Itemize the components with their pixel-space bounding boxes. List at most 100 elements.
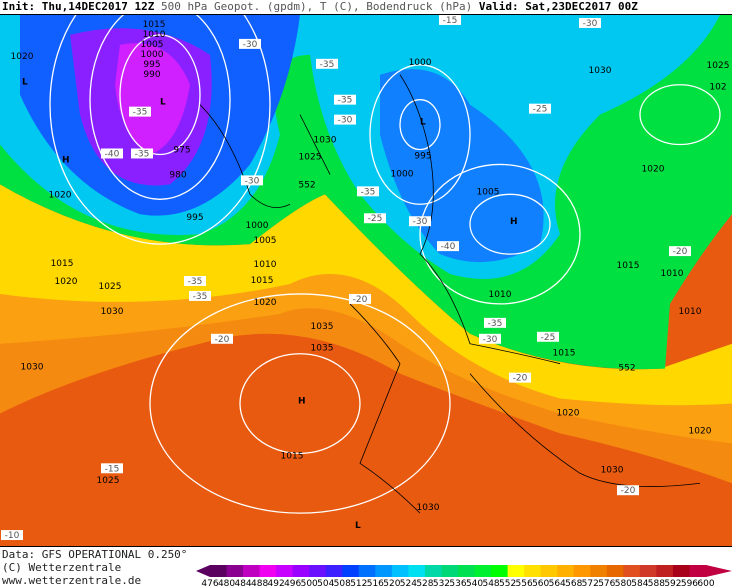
legend-tick: 580 (615, 579, 632, 587)
weather-map: LLLHHHL101510101005100099599097598099510… (0, 14, 732, 547)
temperature-label: -30 (245, 176, 260, 186)
isobar-label: 1000 (141, 50, 164, 60)
temperature-label: -20 (513, 374, 528, 384)
legend-tick: 516 (367, 579, 384, 587)
legend-swatch (458, 565, 476, 577)
legend-swatch (573, 565, 591, 577)
legend-swatch (557, 565, 575, 577)
pressure-center-label: H (298, 397, 306, 407)
legend-arrow-right (706, 565, 732, 577)
pressure-center-label: L (22, 78, 28, 88)
isobar-label: 990 (143, 70, 160, 80)
legend-swatch (441, 565, 459, 577)
legend-tick: 492 (268, 579, 285, 587)
temperature-label-box (101, 463, 123, 474)
legend-swatch (243, 565, 261, 577)
temperature-label-box (437, 241, 459, 252)
isobar-label: 1025 (99, 282, 122, 292)
legend-tick: 560 (532, 579, 549, 587)
isobar-label: 1020 (49, 190, 72, 200)
temperature-label: -30 (583, 19, 598, 29)
legend-tick: 596 (681, 579, 698, 587)
temperature-label: -15 (443, 16, 458, 26)
legend-tick: 576 (598, 579, 615, 587)
temperature-label-box (184, 276, 206, 286)
temperature-label-box (131, 148, 153, 159)
isobar-label: 1000 (409, 58, 432, 68)
legend-tick: 496 (284, 579, 301, 587)
temperature-label-box (364, 213, 386, 224)
temperature-label: -35 (133, 108, 148, 118)
legend-tick: 588 (648, 579, 665, 587)
temperature-label-box (439, 15, 461, 25)
isobar-label: 980 (169, 170, 186, 180)
isobar-label: 1030 (601, 465, 624, 475)
legend-swatch (358, 565, 376, 577)
init-value: Thu,14DEC2017 12Z (41, 0, 155, 13)
legend-tick: 488 (251, 579, 268, 587)
temperature-label: -20 (621, 486, 636, 496)
legend-swatch (259, 565, 277, 577)
isobar-label: 1025 (299, 152, 322, 162)
temperature-label-box (316, 58, 338, 69)
legend-tick: 508 (334, 579, 351, 587)
temperature-label: -35 (320, 60, 335, 70)
temperature-label: -35 (193, 292, 208, 302)
isobar-label: 1035 (311, 322, 334, 332)
isobar-label: 1015 (553, 349, 576, 359)
map-labels: LLLHHHL101510101005100099599097598099510… (1, 15, 729, 541)
legend-swatch (226, 565, 244, 577)
temperature-label-box (334, 114, 356, 125)
legend-swatch (342, 565, 360, 577)
legend-tick: 480 (218, 579, 235, 587)
temperature-label: -30 (483, 335, 498, 345)
legend-tick: 536 (449, 579, 466, 587)
temperature-label: -25 (533, 105, 548, 115)
legend-swatch (656, 565, 674, 577)
pressure-center-label: H (510, 217, 518, 227)
isobar-label: 1015 (143, 20, 166, 30)
legend-swatch (292, 565, 310, 577)
isobar-label: 1035 (311, 344, 334, 354)
valid-label: Valid: (478, 0, 519, 13)
temperature-label: -40 (105, 149, 120, 159)
pressure-center-label: L (160, 98, 166, 108)
temperature-label-box (409, 216, 431, 227)
coastlines (199, 74, 701, 514)
temperature-label: -20 (353, 295, 368, 305)
isobar-label: 1020 (689, 426, 712, 436)
isobar-label: 1015 (251, 276, 274, 286)
isobar-label: 102 (709, 83, 726, 93)
blue-scandinavia-low (380, 69, 544, 263)
legend-swatch (507, 565, 525, 577)
height-contour-label: 552 (618, 364, 635, 374)
temperature-label-box (357, 186, 379, 197)
temperature-label-box (509, 372, 531, 383)
legend-swatch (375, 565, 393, 577)
legend-tick: 572 (582, 579, 599, 587)
temperature-label: -10 (5, 531, 20, 541)
temperature-label-box (669, 246, 691, 257)
legend-tick: 532 (433, 579, 450, 587)
data-source: Data: GFS OPERATIONAL 0.250° (2, 548, 188, 561)
pressure-center-label: L (420, 118, 426, 128)
temperature-label: -25 (541, 333, 556, 343)
magenta-low-core (115, 43, 190, 155)
legend-tick: 552 (499, 579, 516, 587)
legend-swatch (639, 565, 657, 577)
temperature-label-box (479, 333, 501, 344)
isobar-label: 1030 (589, 66, 612, 76)
isobar-label: 1030 (314, 136, 337, 146)
legend-tick: 564 (549, 579, 566, 587)
legend-tick: 512 (350, 579, 367, 587)
temperature-label-box (241, 175, 263, 186)
legend-swatch (524, 565, 542, 577)
legend-tick: 484 (234, 579, 251, 587)
legend-swatch (606, 565, 624, 577)
isobar-label: 1020 (55, 277, 78, 287)
isobar-label: 1025 (97, 476, 120, 486)
legend-swatch (623, 565, 641, 577)
legend-tick: 540 (466, 579, 483, 587)
isobar-label: 1010 (489, 290, 512, 300)
isobar-label: 1000 (246, 221, 269, 231)
